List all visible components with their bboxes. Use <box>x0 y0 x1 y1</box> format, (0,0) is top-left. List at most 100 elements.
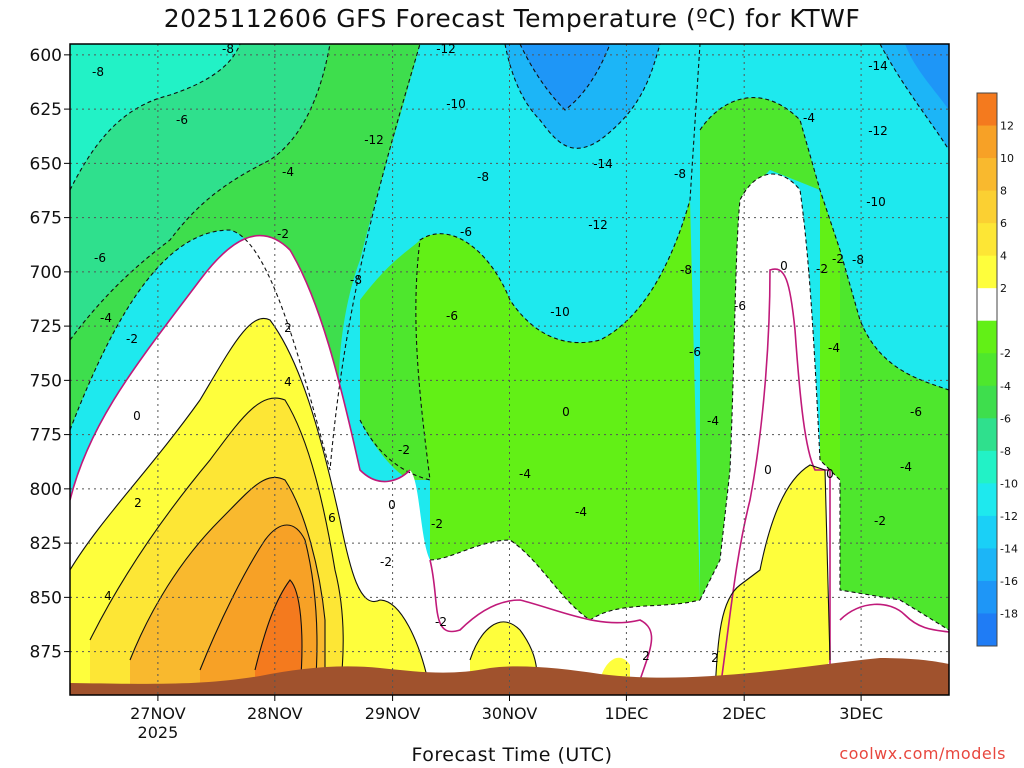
contour-warm <box>89 397 344 691</box>
credit-link[interactable]: coolwx.com/models <box>839 744 1006 763</box>
contour-label: 2 <box>134 496 142 510</box>
contour-label: -8 <box>674 167 686 181</box>
y-tick-label: 850 <box>30 588 62 608</box>
colorbar-swatch <box>977 158 997 192</box>
contour-warm <box>129 476 326 690</box>
contour-minus <box>359 44 701 481</box>
contour-minus <box>519 44 611 111</box>
contour-label: -6 <box>176 113 188 127</box>
colorbar-swatch <box>977 515 997 549</box>
colorbar-swatch <box>977 353 997 387</box>
x-tick-label: 27NOV <box>130 704 186 723</box>
contour-label: -14 <box>868 59 888 73</box>
contour-label: 2 <box>642 649 650 663</box>
contour-label: -12 <box>588 218 608 232</box>
x-axis-title: Forecast Time (UTC) <box>411 744 613 766</box>
contour-label: -8 <box>222 42 234 56</box>
contour-minus <box>879 44 949 151</box>
colorbar-label: -8 <box>1000 445 1011 458</box>
contour-label: -2 <box>126 332 138 346</box>
contour-label: 2 <box>284 321 292 335</box>
contour-label: -12 <box>436 42 456 56</box>
colorbar-swatch <box>977 320 997 354</box>
band-green-right-strip <box>820 190 840 480</box>
colorbar-swatch <box>977 418 997 452</box>
contour-label: 0 <box>388 498 396 512</box>
contour-label: -8 <box>350 273 362 287</box>
colorbar-swatch <box>977 93 997 127</box>
contour-label: 0 <box>780 259 788 273</box>
contour-label: -6 <box>94 251 106 265</box>
contour-label: -6 <box>446 309 458 323</box>
contour-label: -4 <box>575 505 587 519</box>
contour-label: 0 <box>764 463 772 477</box>
contour-label: -2 <box>832 252 844 266</box>
colorbar-label: 10 <box>1000 152 1014 165</box>
contour-label: 4 <box>284 375 292 389</box>
x-tick-label: 28NOV <box>247 704 303 723</box>
contour-label: -4 <box>828 341 840 355</box>
contour-label: -4 <box>100 311 112 325</box>
contour-minus <box>70 44 421 471</box>
colorbar-label: 12 <box>1000 120 1014 133</box>
colorbar-label: 6 <box>1000 217 1007 230</box>
colorbar-swatch <box>977 223 997 257</box>
colorbar-swatch <box>977 255 997 289</box>
contour-label: 0 <box>562 405 570 419</box>
colorbar-label: 8 <box>1000 185 1007 198</box>
contour-label: -6 <box>910 405 922 419</box>
band-greenest-left <box>70 44 240 190</box>
contour-label: 6 <box>328 511 336 525</box>
contour-label: -14 <box>593 157 613 171</box>
y-tick-label: 625 <box>30 100 62 120</box>
contour-label: -6 <box>460 225 472 239</box>
contour-label: 2 <box>711 651 719 665</box>
x-tick-label: 3DEC <box>839 704 883 723</box>
colorbar-label: -18 <box>1000 607 1018 620</box>
contour-warm <box>199 524 318 691</box>
y-tick-label: 650 <box>30 154 62 174</box>
contour-minus <box>504 44 661 149</box>
contour-label: -6 <box>734 299 746 313</box>
colorbar-swatch <box>977 548 997 582</box>
colorbar-swatch <box>977 190 997 224</box>
contour-label: -2 <box>380 555 392 569</box>
colorbar-swatch <box>977 288 997 322</box>
contour-label: -4 <box>282 165 294 179</box>
contour-label: -8 <box>92 65 104 79</box>
x-tick-label: 2DEC <box>722 704 766 723</box>
contour-zero <box>70 234 411 501</box>
contour-label: -10 <box>550 305 570 319</box>
contour-label: -2 <box>816 262 828 276</box>
colorbar-label: -4 <box>1000 380 1011 393</box>
contour-minus <box>699 173 949 631</box>
x-tick-label: 1DEC <box>605 704 649 723</box>
band-orange3-left <box>255 580 302 690</box>
contour-label: -6 <box>689 345 701 359</box>
colorbar-label: 2 <box>1000 282 1007 295</box>
band-right-cold2 <box>905 44 949 110</box>
colorbar-label: -16 <box>1000 575 1018 588</box>
contour-label: -4 <box>519 467 531 481</box>
y-tick-label: 775 <box>30 426 62 446</box>
contour-label: 0 <box>826 467 834 481</box>
terrain <box>70 658 949 695</box>
y-tick-label: 700 <box>30 263 62 283</box>
contour-warm <box>714 464 831 691</box>
contour-label: -4 <box>803 111 815 125</box>
band-minus18 <box>520 44 610 110</box>
x-tick-label: 29NOV <box>365 704 421 723</box>
band-green-mid <box>415 200 700 620</box>
chart-title: 2025112606 GFS Forecast Temperature (ºC)… <box>163 4 861 33</box>
colorbar-label: -10 <box>1000 477 1018 490</box>
contour-label: -10 <box>446 97 466 111</box>
contour-warm <box>70 317 431 691</box>
y-tick-label: 750 <box>30 371 62 391</box>
colorbar-frame <box>976 92 998 647</box>
contour-label: -12 <box>868 124 888 138</box>
colorbar-swatch <box>977 125 997 159</box>
contour-zero <box>429 559 653 681</box>
colorbar-label: -2 <box>1000 347 1011 360</box>
contour-label: -8 <box>852 253 864 267</box>
colorbar-swatch <box>977 580 997 614</box>
